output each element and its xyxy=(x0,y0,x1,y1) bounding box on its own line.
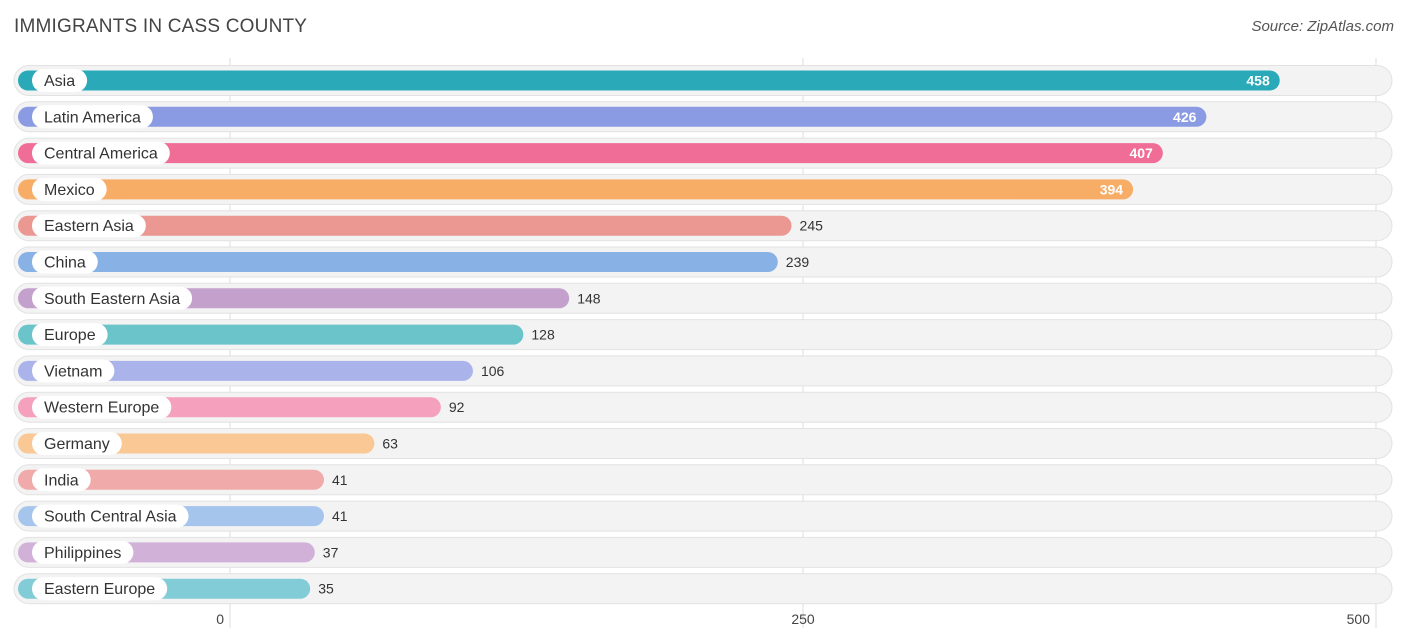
bar[interactable] xyxy=(18,106,1207,127)
label-pill xyxy=(32,359,115,383)
bar-track xyxy=(13,536,1393,568)
bar-label: Mexico xyxy=(44,182,95,199)
bar-label: Latin America xyxy=(44,109,141,126)
value-label: 128 xyxy=(531,327,555,343)
label-pill xyxy=(32,250,98,274)
label-pill xyxy=(32,105,153,129)
bar-row: Eastern Europe 35 xyxy=(13,573,1393,605)
label-pill xyxy=(32,504,189,528)
bar-label: Germany xyxy=(44,436,110,453)
bar-row: Europe 128 xyxy=(13,319,1393,351)
bar[interactable] xyxy=(18,70,1280,91)
bar[interactable] xyxy=(18,324,524,345)
value-label: 458 xyxy=(1246,73,1270,89)
bar-row: Vietnam 106 xyxy=(13,355,1393,387)
bar[interactable] xyxy=(18,469,324,490)
bar-row: Central America 407 xyxy=(13,137,1393,169)
x-tick-label: 500 xyxy=(1347,611,1371,627)
value-label: 245 xyxy=(800,218,824,234)
value-label: 35 xyxy=(318,581,334,597)
label-pill xyxy=(32,577,168,601)
value-label: 41 xyxy=(332,508,348,524)
bar[interactable] xyxy=(18,179,1134,200)
value-label: 426 xyxy=(1173,109,1197,125)
value-label: 41 xyxy=(332,472,348,488)
bar-label: Asia xyxy=(44,73,75,90)
value-label: 148 xyxy=(577,290,601,306)
bar-label: Eastern Asia xyxy=(44,218,134,235)
bar-row: Asia 458 xyxy=(13,65,1393,96)
bar-row: Latin America 426 xyxy=(13,101,1393,133)
bar-row: India 41 xyxy=(13,464,1393,496)
value-label: 394 xyxy=(1100,181,1124,197)
label-pill xyxy=(32,432,122,455)
bar-row: South Eastern Asia 148 xyxy=(13,282,1393,314)
bar-label: Philippines xyxy=(44,545,121,562)
bar-label: India xyxy=(44,472,79,489)
bar-label: Central America xyxy=(44,146,158,163)
label-pill xyxy=(32,177,107,201)
bar-label: China xyxy=(44,255,86,272)
bar-track xyxy=(13,464,1393,496)
bar[interactable] xyxy=(18,252,778,272)
x-tick-label: 250 xyxy=(791,611,815,627)
bar-label: South Central Asia xyxy=(44,509,177,526)
bar-row: Western Europe 92 xyxy=(13,391,1393,423)
value-label: 37 xyxy=(323,544,339,560)
bar-row: Philippines 37 xyxy=(13,536,1393,568)
chart-title: IMMIGRANTS IN CASS COUNTY xyxy=(14,16,308,37)
bar-label: Europe xyxy=(44,327,96,344)
label-pill xyxy=(32,69,88,92)
label-pill xyxy=(32,286,193,310)
bar-label: Eastern Europe xyxy=(44,581,155,598)
label-pill xyxy=(32,323,108,347)
value-label: 63 xyxy=(382,436,398,452)
bar-row: South Central Asia 41 xyxy=(13,500,1393,532)
label-pill xyxy=(32,214,146,238)
bar-label: Vietnam xyxy=(44,363,102,380)
bar-label: South Eastern Asia xyxy=(44,291,180,308)
bar-label: Western Europe xyxy=(44,400,159,417)
source-note: Source: ZipAtlas.com xyxy=(1251,18,1394,35)
label-pill xyxy=(32,395,172,419)
x-tick-label: 0 xyxy=(216,611,224,627)
value-label: 92 xyxy=(449,399,465,415)
bar-row: Germany 63 xyxy=(13,428,1393,459)
bar[interactable] xyxy=(18,143,1163,164)
value-label: 106 xyxy=(481,363,505,379)
bar[interactable] xyxy=(18,215,792,236)
label-pill xyxy=(32,540,134,564)
bar[interactable] xyxy=(18,360,473,381)
label-pill xyxy=(32,141,170,165)
bar-row: Eastern Asia 245 xyxy=(13,210,1393,242)
label-pill xyxy=(32,468,91,492)
bar-track xyxy=(13,573,1393,605)
value-label: 407 xyxy=(1129,145,1153,161)
bar-row: China 239 xyxy=(13,246,1393,278)
value-label: 239 xyxy=(786,254,810,270)
bar-row: Mexico 394 xyxy=(13,173,1393,205)
bar-track xyxy=(13,500,1393,532)
